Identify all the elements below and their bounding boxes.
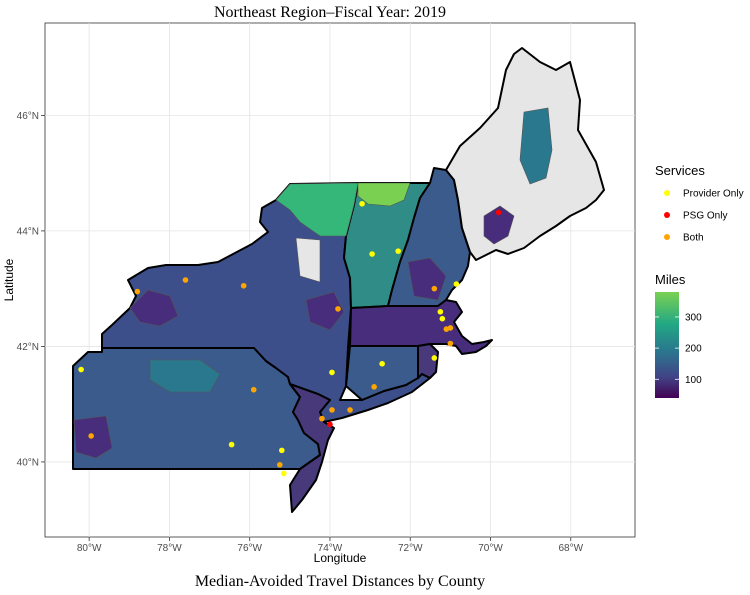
state-rhode-island — [417, 343, 439, 379]
miles-legend-title: Miles — [655, 272, 686, 287]
chart-title: Northeast Region–Fiscal Year: 2019 — [214, 4, 446, 21]
y-tick-label: 42°N — [17, 342, 39, 353]
x-tick-label: 70°W — [478, 543, 503, 554]
miles-colorbar — [655, 292, 679, 398]
service-point — [276, 462, 283, 468]
service-point — [327, 421, 333, 428]
service-point — [319, 415, 325, 422]
service-point — [279, 447, 285, 454]
county-accent-western-ny — [129, 289, 179, 327]
service-points — [78, 200, 502, 477]
y-tick-label: 44°N — [17, 226, 39, 237]
county-accent-maine-south — [483, 205, 515, 245]
x-tick-label: 74°W — [318, 543, 343, 554]
state-massachusetts — [349, 299, 493, 355]
legend-label: Both — [683, 233, 704, 244]
x-tick-label: 72°W — [398, 543, 423, 554]
service-point — [431, 355, 438, 361]
services-legend: Provider Only PSG Only Both — [664, 189, 744, 244]
x-tick-label: 80°W — [77, 543, 102, 554]
service-point — [431, 285, 438, 292]
service-point — [134, 288, 141, 295]
county-accent-pa-west — [149, 359, 221, 393]
service-point — [359, 200, 365, 207]
service-point — [250, 386, 257, 393]
legend-key-provider-only — [664, 190, 670, 196]
service-point — [347, 407, 353, 413]
service-point — [281, 470, 287, 477]
county-accent-ny-hudson — [305, 291, 345, 331]
y-tick-label: 46°N — [17, 111, 39, 122]
miles-colorbar-ticks: 300 200 100 — [655, 312, 702, 386]
colorbar-tick-label: 200 — [685, 344, 702, 355]
county-accent-ny-adirondack — [295, 237, 321, 283]
service-point — [371, 384, 377, 390]
service-point — [329, 369, 335, 376]
state-polygons — [72, 47, 605, 513]
x-axis: 80°W 78°W 76°W 74°W 72°W 70°W 68°W — [77, 537, 584, 554]
service-point — [447, 340, 454, 347]
colorbar-tick-label: 100 — [685, 375, 702, 386]
x-tick-label: 76°W — [237, 543, 262, 554]
county-accent-northern-ny — [275, 182, 359, 237]
x-axis-title: Longitude — [314, 551, 367, 565]
legend-label: Provider Only — [683, 189, 744, 200]
y-axis: 40°N 42°N 44°N 46°N — [17, 111, 45, 468]
service-point — [228, 441, 235, 448]
service-point — [369, 251, 375, 257]
y-axis-title: Latitude — [2, 258, 16, 301]
legend-key-psg-only — [664, 212, 670, 218]
y-tick-label: 40°N — [17, 457, 39, 468]
service-point — [182, 277, 189, 283]
figure-caption: Median-Avoided Travel Distances by Count… — [194, 573, 486, 590]
colorbar-tick-label: 300 — [685, 312, 702, 323]
services-legend-title: Services — [655, 163, 705, 178]
county-accent-vermont-north — [357, 182, 411, 207]
service-point — [495, 209, 502, 216]
service-point — [329, 407, 335, 413]
legend-key-both — [664, 234, 670, 240]
service-point — [335, 306, 341, 312]
service-point — [447, 325, 454, 331]
service-point — [88, 433, 94, 439]
service-point — [78, 366, 84, 373]
service-point — [439, 315, 446, 322]
county-accent-maine-east — [519, 107, 553, 185]
legend-label: PSG Only — [683, 211, 727, 222]
x-tick-label: 78°W — [157, 543, 182, 554]
service-point — [379, 360, 385, 367]
service-point — [240, 282, 247, 289]
service-point — [395, 248, 401, 254]
service-point — [453, 281, 460, 287]
state-new-jersey — [289, 383, 335, 513]
service-point — [437, 308, 444, 315]
x-tick-label: 68°W — [559, 543, 584, 554]
